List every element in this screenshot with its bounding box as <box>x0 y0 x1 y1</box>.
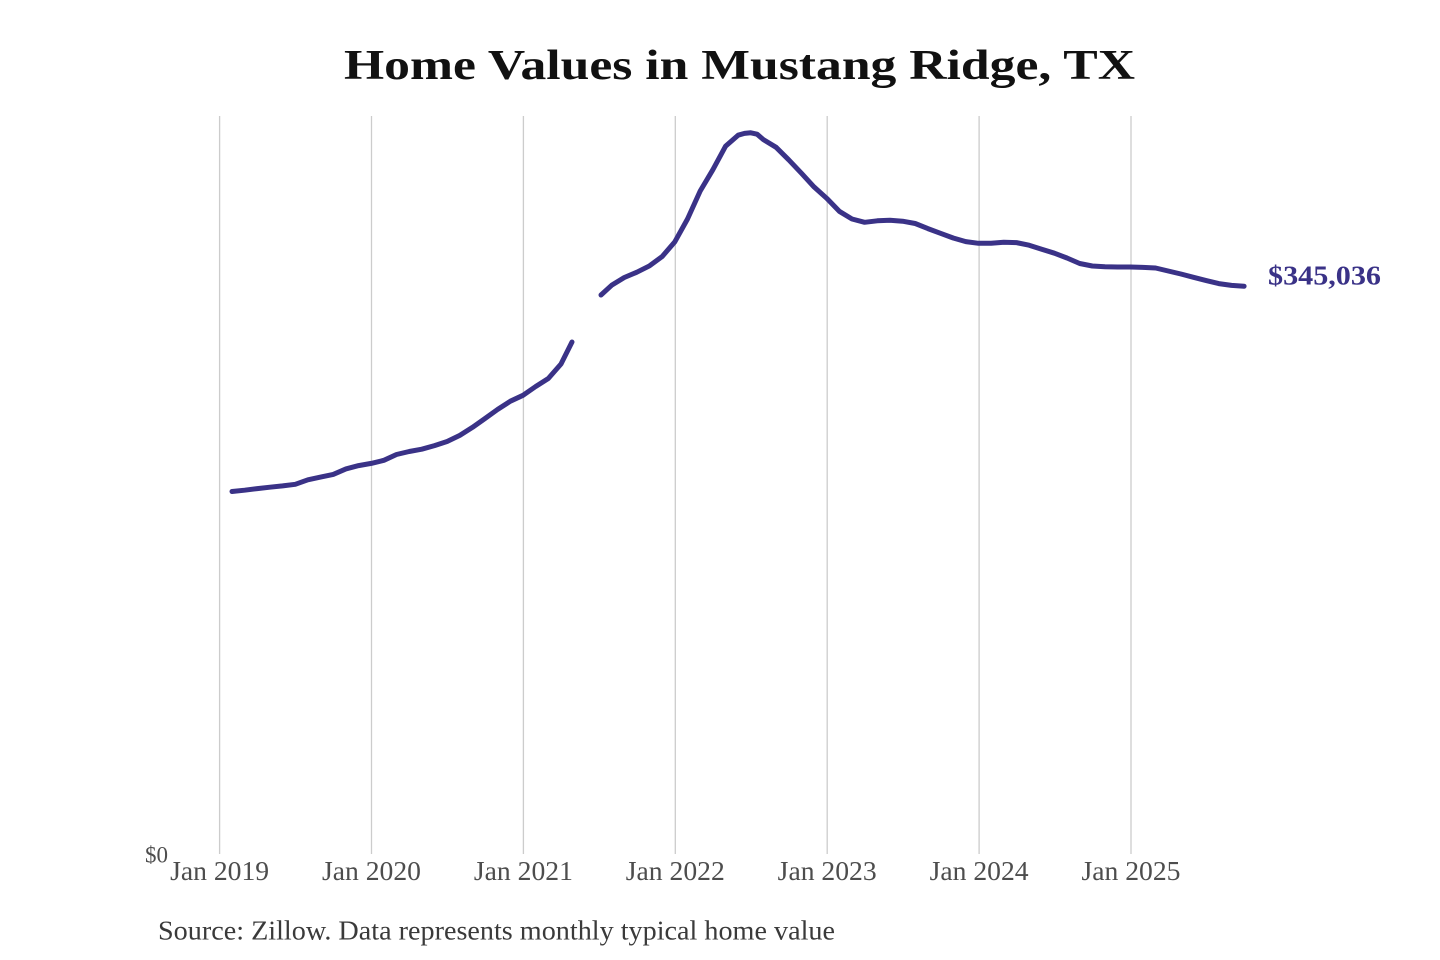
svg-text:Jan 2023: Jan 2023 <box>778 856 877 886</box>
svg-text:$345,036: $345,036 <box>1268 261 1381 291</box>
svg-text:Jan 2019: Jan 2019 <box>170 856 269 886</box>
svg-text:$0: $0 <box>145 843 168 868</box>
svg-text:Home Values in Mustang Ridge,: Home Values in Mustang Ridge, TX <box>344 43 1135 89</box>
svg-text:Jan 2025: Jan 2025 <box>1082 856 1181 886</box>
svg-text:Jan 2024: Jan 2024 <box>930 856 1030 886</box>
svg-text:Jan 2021: Jan 2021 <box>474 856 573 886</box>
svg-text:Jan 2020: Jan 2020 <box>322 856 421 886</box>
svg-text:Source: Zillow. Data represent: Source: Zillow. Data represents monthly … <box>158 916 835 946</box>
svg-text:Jan 2022: Jan 2022 <box>626 856 725 886</box>
